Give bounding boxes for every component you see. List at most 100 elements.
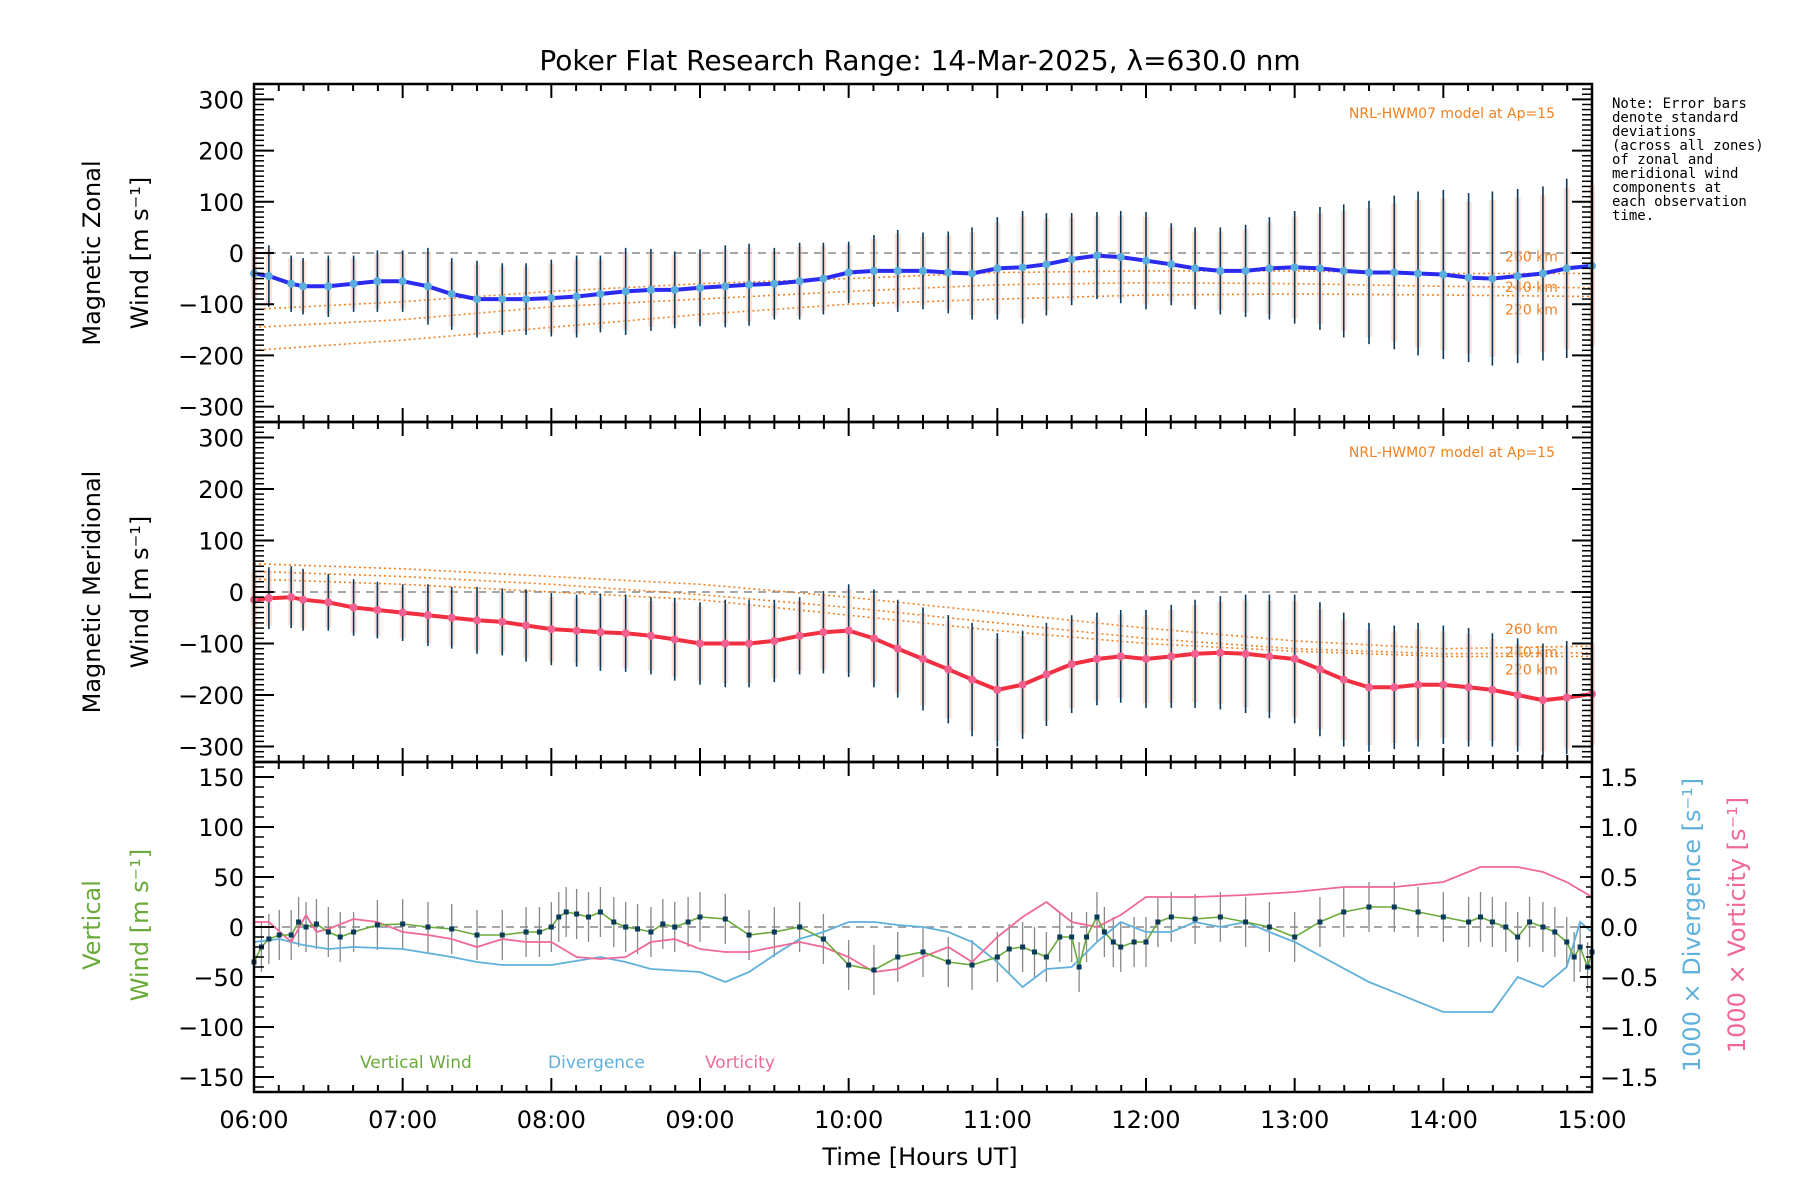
error-bar-note: Note: Error bars denote standard deviati… <box>1612 96 1772 224</box>
data-point <box>449 926 455 932</box>
data-point <box>919 266 927 275</box>
y-tick-label: 100 <box>198 527 244 555</box>
data-point <box>522 621 531 630</box>
y-tick-label: 200 <box>198 138 244 166</box>
data-point <box>474 932 480 938</box>
data-point <box>945 959 951 965</box>
data-point <box>1540 924 1546 930</box>
y2-tick-label: −0.5 <box>1600 964 1658 992</box>
data-point <box>795 631 804 640</box>
data-point <box>1084 934 1090 940</box>
data-point <box>324 598 333 607</box>
divergence-y2label: 1000 × Divergence [s⁻¹] <box>1678 778 1706 1072</box>
data-point <box>596 289 605 298</box>
data-point <box>1243 919 1249 925</box>
data-point <box>1116 253 1125 262</box>
data-point <box>672 924 678 930</box>
data-point <box>1042 260 1051 269</box>
data-point <box>324 282 333 291</box>
data-point <box>993 685 1002 694</box>
data-point <box>1241 649 1250 658</box>
vertical-ylabel-2: Wind [m s⁻¹] <box>126 849 154 1001</box>
note-line: Note: Error bars <box>1612 96 1747 112</box>
data-point <box>398 277 407 286</box>
data-point <box>994 954 1000 960</box>
y-tick-label: −150 <box>178 1064 244 1092</box>
y2-tick-label: −1.5 <box>1600 1064 1658 1092</box>
data-point <box>423 282 432 291</box>
model-alt-label: 260 km <box>1505 249 1558 265</box>
data-point <box>1365 683 1373 692</box>
model-alt-label: 220 km <box>1505 303 1558 319</box>
data-point <box>944 268 953 277</box>
data-point <box>373 277 382 286</box>
y-tick-label: −200 <box>178 682 244 710</box>
x-tick-label: 13:00 <box>1260 1106 1329 1134</box>
data-point <box>1118 944 1124 950</box>
data-point <box>722 916 728 922</box>
data-point <box>563 909 569 915</box>
data-point <box>1390 683 1399 692</box>
data-point <box>1131 939 1137 945</box>
data-point <box>473 295 481 304</box>
data-point <box>696 639 704 648</box>
data-point <box>1527 919 1533 925</box>
data-point <box>398 608 407 617</box>
data-point <box>556 914 562 920</box>
meridional-model-label: NRL-HWM07 model at Ap=15 <box>1349 445 1555 461</box>
vertical-panel: 1.5 1.0 0.5 0.0 −0.5 −1.0 −1.5 150 100 50 0 −50 −100… <box>178 760 1658 1094</box>
data-point <box>1168 914 1174 920</box>
data-point <box>1366 904 1372 910</box>
wind-line <box>253 595 1593 703</box>
data-point <box>400 921 406 927</box>
data-point <box>1116 652 1125 661</box>
legend-vorticity: Vorticity <box>705 1053 775 1073</box>
data-point <box>1167 260 1176 269</box>
data-point <box>1057 934 1063 940</box>
data-point <box>697 914 703 920</box>
data-point <box>425 924 431 930</box>
note-line: components at <box>1612 180 1722 196</box>
data-point <box>844 268 853 277</box>
data-point <box>1439 270 1448 279</box>
data-point <box>299 595 308 604</box>
data-point <box>574 911 580 917</box>
data-point <box>1464 683 1473 692</box>
data-point <box>1562 264 1571 273</box>
data-point <box>1043 954 1049 960</box>
y-tick-label: −100 <box>178 631 244 659</box>
data-point <box>498 617 507 626</box>
note-line: each observation <box>1612 194 1747 210</box>
data-point <box>1365 268 1373 277</box>
data-point <box>648 929 654 935</box>
data-point <box>447 613 456 622</box>
data-point <box>1315 665 1324 674</box>
data-point <box>1067 255 1076 264</box>
meridional-ylabel-2: Wind [m s⁻¹] <box>126 516 154 668</box>
data-point <box>745 280 754 289</box>
data-point <box>498 295 507 304</box>
data-point <box>287 593 296 602</box>
zonal-model-label: NRL-HWM07 model at Ap=15 <box>1349 106 1555 122</box>
note-line: of zonal and <box>1612 152 1713 168</box>
data-point <box>349 603 358 612</box>
data-point <box>572 626 581 635</box>
data-point <box>1339 675 1348 684</box>
data-point <box>287 279 296 288</box>
data-point <box>1339 266 1348 275</box>
data-point <box>1562 693 1571 702</box>
data-point <box>596 628 605 637</box>
data-point <box>1067 660 1076 669</box>
data-point <box>1478 914 1483 920</box>
data-point <box>893 266 902 275</box>
data-point <box>819 628 828 637</box>
data-point <box>276 932 282 938</box>
data-point <box>1390 268 1399 277</box>
data-point <box>771 929 777 935</box>
data-point <box>1577 944 1583 950</box>
data-point <box>1488 274 1497 283</box>
data-point <box>1571 954 1577 960</box>
data-point <box>1167 652 1176 661</box>
y-tick-label: 300 <box>198 86 244 114</box>
